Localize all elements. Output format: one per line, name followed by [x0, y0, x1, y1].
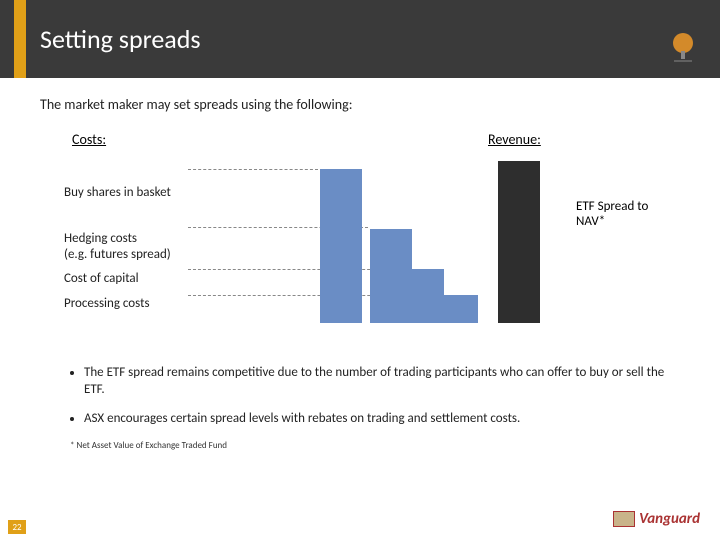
- bullet-item: The ETF spread remains competitive due t…: [84, 365, 680, 399]
- cost-item-label: Buy shares in basket: [64, 185, 171, 201]
- cost-bar: [436, 295, 478, 323]
- cost-item-label: Cost of capital: [64, 271, 139, 287]
- bullet-list: The ETF spread remains competitive due t…: [40, 365, 680, 428]
- revenue-bar: [498, 161, 540, 323]
- etf-spread-label: ETF Spread to NAV*: [576, 199, 680, 229]
- page-number: 22: [8, 520, 26, 534]
- slide-content: The market maker may set spreads using t…: [0, 78, 720, 451]
- slide-title: Setting spreads: [40, 23, 201, 55]
- cost-bar: [320, 169, 362, 323]
- ship-icon: [613, 511, 635, 527]
- tree-icon: [666, 31, 700, 68]
- vanguard-logo: Vanguard: [613, 510, 700, 528]
- revenue-heading: Revenue:: [488, 131, 541, 148]
- header-accent-bar: [14, 0, 26, 78]
- intro-text: The market maker may set spreads using t…: [40, 96, 680, 113]
- spread-chart: Costs: Revenue: ETF Spread to NAV* Buy s…: [40, 131, 680, 351]
- slide-header: Setting spreads: [0, 0, 720, 78]
- vanguard-text: Vanguard: [639, 510, 700, 528]
- bar-group: [260, 161, 560, 331]
- cost-item-label: Hedging costs(e.g. futures spread): [64, 231, 171, 262]
- header-logos-group: [666, 31, 700, 68]
- footnote-text: * Net Asset Value of Exchange Traded Fun…: [70, 440, 680, 451]
- costs-heading: Costs:: [72, 131, 106, 148]
- bullet-item: ASX encourages certain spread levels wit…: [84, 411, 680, 428]
- cost-item-label: Processing costs: [64, 296, 150, 312]
